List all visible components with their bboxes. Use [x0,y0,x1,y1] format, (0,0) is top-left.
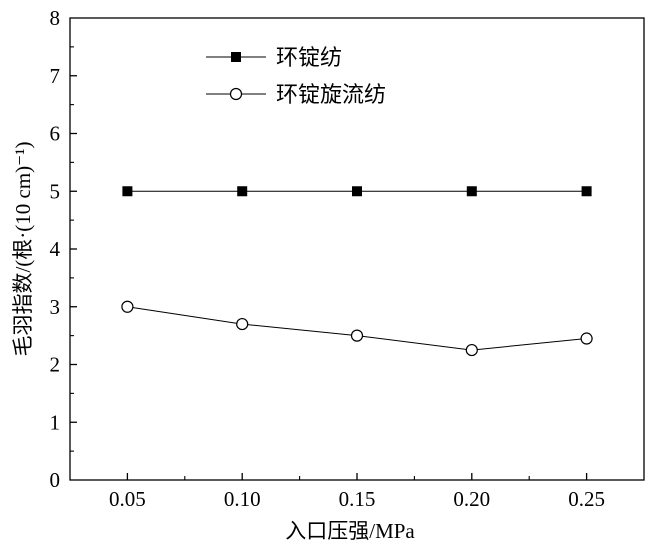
x-tick-label: 0.10 [224,487,261,511]
data-point-square [231,52,241,62]
x-axis: 0.05 0.10 0.15 0.20 0.25 [109,473,605,511]
x-tick-label: 0.25 [568,487,605,511]
y-axis-title: 毛羽指数/(根·(10 cm)⁻¹) [11,141,35,356]
x-tick-label: 0.05 [109,487,146,511]
y-tick-label: 4 [50,237,61,261]
data-point-circle [580,332,593,345]
data-point-square [237,186,248,197]
data-point-square [466,186,477,197]
x-axis-title: 入口压强/MPa [285,519,415,543]
series-layer [121,186,593,357]
data-point-circle [121,300,134,313]
data-point-circle [350,329,364,342]
data-point-circle [236,317,249,331]
data-point-circle [465,343,478,357]
y-tick-label: 5 [50,179,61,203]
data-point-square [352,186,362,197]
y-tick-label: 2 [50,353,61,377]
legend-label: 环锭纺 [276,45,342,70]
data-point-square [122,186,133,197]
legend-label: 环锭旋流纺 [276,82,386,107]
y-tick-label: 3 [50,295,61,319]
y-tick-label: 7 [50,64,61,88]
y-axis: 0 1 2 3 4 5 6 7 8 [50,6,77,492]
series-line-2 [127,306,587,351]
data-point-square [581,186,592,197]
data-point-circle [229,87,243,101]
y-tick-label: 1 [50,410,61,434]
y-tick-label: 8 [50,6,61,30]
y-tick-label: 6 [50,122,61,146]
x-tick-label: 0.15 [339,487,376,511]
x-tick-label: 0.20 [453,487,490,511]
y-tick-label: 0 [50,468,61,492]
